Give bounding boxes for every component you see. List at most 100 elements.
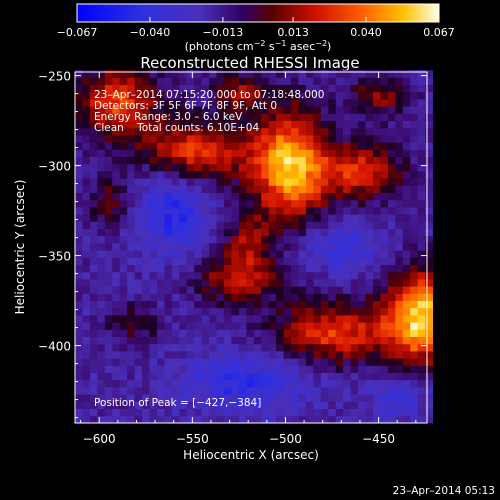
heatmap-cell <box>231 70 240 78</box>
heatmap-cell <box>343 415 352 424</box>
heatmap-cell <box>238 387 247 395</box>
heatmap-cell <box>283 279 292 287</box>
heatmap-cell <box>75 293 83 301</box>
heatmap-cell <box>127 394 135 402</box>
heatmap-cell <box>395 156 404 165</box>
heatmap-cell <box>298 99 307 107</box>
heatmap-cell <box>149 387 158 395</box>
heatmap-cell <box>223 163 232 172</box>
heatmap-cell <box>134 372 143 381</box>
heatmap-cell <box>104 199 113 208</box>
heatmap-cell <box>268 394 277 402</box>
heatmap-cell <box>238 84 247 93</box>
heatmap-cell <box>387 408 396 417</box>
heatmap-cell <box>305 394 314 402</box>
heatmap-cell <box>164 149 173 157</box>
heatmap-cell <box>134 358 143 366</box>
heatmap-cell <box>380 171 389 179</box>
heatmap-cell <box>402 293 411 301</box>
heatmap-cell <box>253 300 262 309</box>
heatmap-cell <box>283 77 292 85</box>
heatmap-cell <box>246 250 255 258</box>
heatmap-cell <box>305 264 314 273</box>
heatmap-cell <box>112 336 121 345</box>
heatmap-cell <box>89 120 98 129</box>
heatmap-cell <box>425 387 433 395</box>
heatmap-cell <box>231 358 240 366</box>
heatmap-cell <box>402 250 411 258</box>
heatmap-cell <box>380 336 389 345</box>
heatmap-cell <box>410 207 419 215</box>
heatmap-cell <box>238 358 247 366</box>
heatmap-cell <box>425 257 433 265</box>
heatmap-cell <box>89 163 98 172</box>
heatmap-cell <box>320 91 329 100</box>
heatmap-cell <box>231 372 240 381</box>
heatmap-cell <box>201 142 210 150</box>
heatmap-cell <box>119 106 128 114</box>
heatmap-cell <box>276 91 284 100</box>
heatmap-cell <box>246 156 255 165</box>
colorbar-unit-label: (photons cm−2 s−1 asec−2) <box>185 39 332 53</box>
heatmap-cell <box>231 171 240 179</box>
heatmap-cell <box>194 387 203 395</box>
heatmap-cell <box>276 365 284 373</box>
heatmap-cell <box>246 315 255 323</box>
heatmap-cell <box>75 358 83 366</box>
heatmap-cell <box>343 271 352 280</box>
heatmap-cell <box>291 135 299 143</box>
heatmap-cell <box>261 178 270 186</box>
heatmap-cell <box>156 365 165 373</box>
heatmap-cell <box>283 70 292 78</box>
heatmap-cell <box>276 149 284 157</box>
heatmap-cell <box>276 279 284 287</box>
heatmap-cell <box>253 142 262 150</box>
heatmap-cell <box>97 243 106 251</box>
heatmap-cell <box>261 120 270 129</box>
heatmap-cell <box>194 142 203 150</box>
heatmap-cell <box>142 401 150 409</box>
heatmap-cell <box>97 279 106 287</box>
heatmap-cell <box>372 156 381 165</box>
heatmap-cell <box>328 307 337 316</box>
heatmap-cell <box>246 322 255 330</box>
heatmap-cell <box>127 235 135 244</box>
heatmap-cell <box>134 185 143 193</box>
heatmap-cell <box>253 286 262 294</box>
heatmap-cell <box>201 279 210 287</box>
heatmap-cell <box>149 185 158 193</box>
heatmap-cell <box>231 99 240 107</box>
heatmap-cell <box>358 343 366 352</box>
heatmap-cell <box>350 271 359 280</box>
heatmap-cell <box>350 365 359 373</box>
heatmap-cell <box>305 178 314 186</box>
heatmap-cell <box>112 70 121 78</box>
heatmap-cell <box>402 84 411 93</box>
heatmap-cell <box>291 199 299 208</box>
heatmap-cell <box>305 315 314 323</box>
heatmap-cell <box>238 343 247 352</box>
heatmap-cell <box>75 300 83 309</box>
heatmap-cell <box>291 387 299 395</box>
heatmap-cell <box>372 99 381 107</box>
heatmap-cell <box>238 322 247 330</box>
heatmap-cell <box>194 286 203 294</box>
heatmap-cell <box>261 394 270 402</box>
heatmap-cell <box>283 271 292 280</box>
heatmap-cell <box>358 322 366 330</box>
heatmap-cell <box>231 415 240 424</box>
annotation-detectors: Detectors: 3F 5F 6F 7F 8F 9F, Att 0 <box>94 100 277 112</box>
heatmap-cell <box>201 70 210 78</box>
heatmap-cell <box>343 293 352 301</box>
heatmap-cell <box>238 221 247 229</box>
heatmap-cell <box>119 415 128 424</box>
heatmap-cell <box>380 307 389 316</box>
heatmap-cell <box>209 91 217 100</box>
heatmap-cell <box>387 322 396 330</box>
heatmap-cell <box>97 171 106 179</box>
heatmap-cell <box>142 394 150 402</box>
heatmap-cell <box>283 336 292 345</box>
heatmap-cell <box>179 387 188 395</box>
heatmap-cell <box>119 120 128 129</box>
